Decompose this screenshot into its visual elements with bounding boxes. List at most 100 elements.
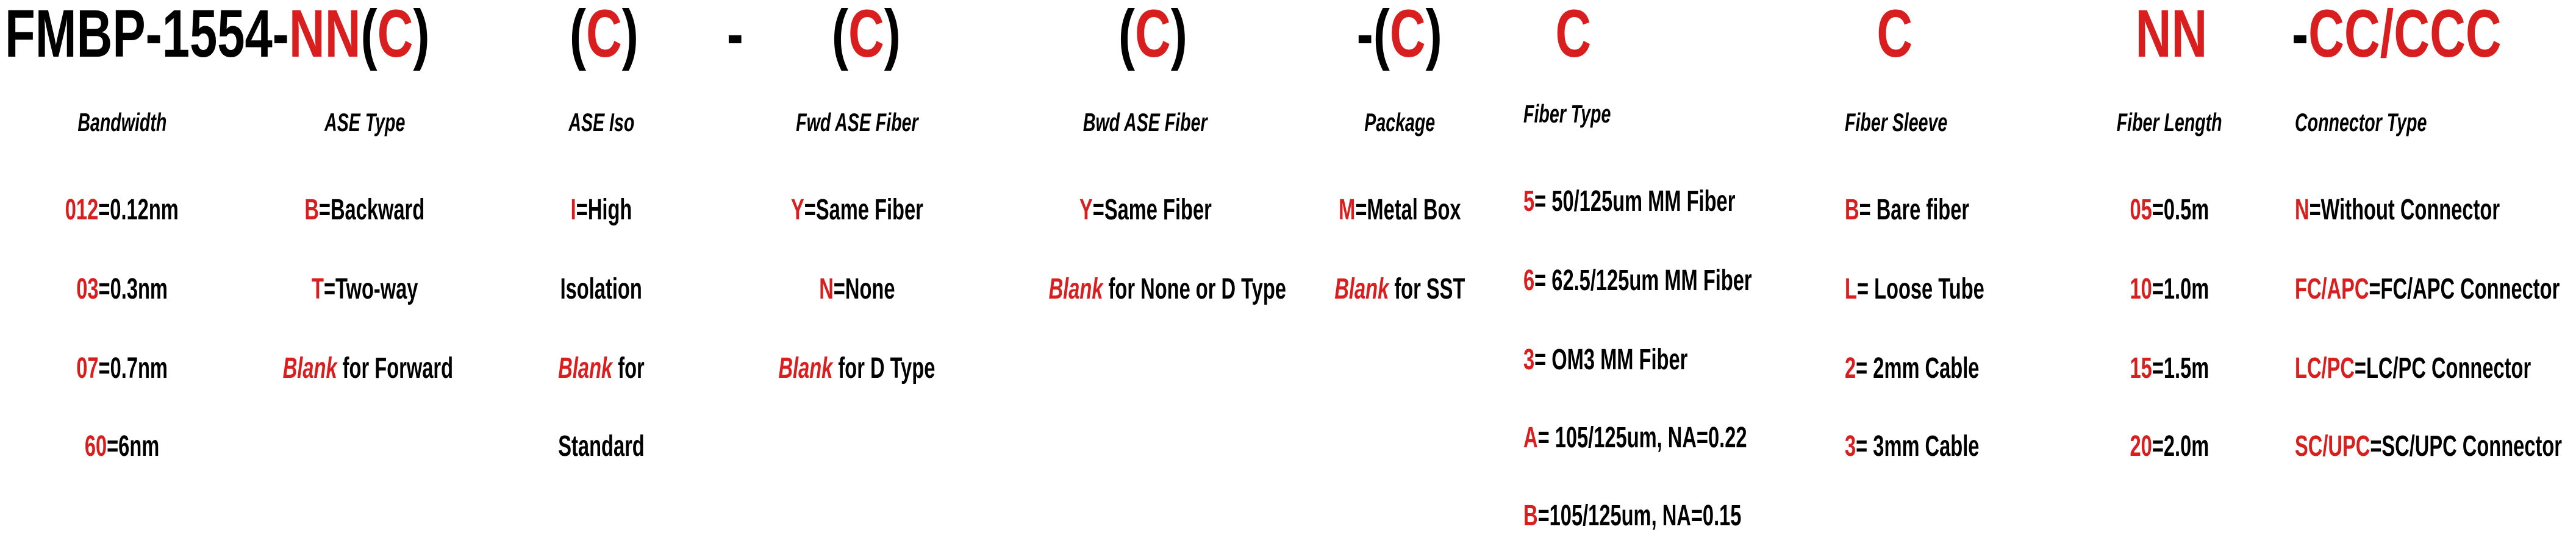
dash: - (2292, 0, 2309, 71)
item-desc: Isolation (560, 273, 643, 305)
item-code: N (818, 273, 834, 305)
part-number-code-c: C (1555, 0, 1592, 71)
part-number-paren: ( (831, 0, 848, 71)
list-item: SC/UPC=SC/UPC Connector (2295, 429, 2576, 464)
list-item: Blank for SST (1278, 272, 1522, 307)
item-code: 03 (76, 273, 99, 305)
item-desc: =0.3nm (98, 273, 168, 305)
item-code: I (570, 194, 576, 226)
item-desc: =Without Connector (2309, 194, 2500, 226)
list-item: A= 105/125um, NA=0.22 (1523, 420, 1865, 456)
item-code: B (1523, 500, 1538, 532)
list-item: M=Metal Box (1278, 193, 1522, 228)
item-desc: =Backward (319, 194, 425, 226)
item-code: 20 (2130, 430, 2152, 463)
item-code: 05 (2130, 194, 2152, 226)
list-item: 3= OM3 MM Fiber (1523, 342, 1865, 378)
list-item: 3= 3mm Cable (1845, 429, 2119, 464)
item-code: 07 (76, 352, 99, 385)
item-code: B (1845, 194, 1859, 226)
item-desc: =None (833, 273, 895, 305)
item-desc: = 3mm Cable (1856, 430, 1980, 463)
list-item: B= Bare fiber (1845, 193, 2119, 228)
item-code: Y (1079, 194, 1093, 226)
item-desc: =0.12nm (98, 194, 179, 226)
column-header: ASE Type (324, 108, 406, 136)
part-number-segment-fwd-ase: (C) (775, 1, 957, 68)
part-number-segment-connector: -CC/CCC (2292, 1, 2575, 68)
item-desc: = Loose Tube (1856, 273, 1984, 305)
list-item: 05=0.5m (2078, 193, 2261, 228)
part-number-paren: ( (1118, 0, 1135, 71)
item-desc: =6nm (107, 430, 160, 463)
column-fiber-length: Fiber Length 05=0.5m 10=1.0m 15=1.5m 20=… (2078, 0, 2261, 546)
item-desc: =1.5m (2152, 352, 2209, 385)
part-number-code-nn: NN (2135, 0, 2207, 71)
list-item: 10=1.0m (2078, 272, 2261, 307)
part-number-segment-package: -(C) (1308, 1, 1491, 68)
item-desc: for (612, 352, 645, 385)
item-code-blank: Blank (1048, 273, 1103, 305)
part-number-paren: ( (569, 0, 586, 71)
item-desc: =0.5m (2152, 194, 2209, 226)
column-header: Fiber Sleeve (1845, 108, 1948, 136)
part-number-paren: ) (413, 0, 430, 71)
list-item: Y=Same Fiber (993, 193, 1298, 228)
list-item: 60=6nm (0, 429, 244, 464)
column-bandwidth: Bandwidth 012=0.12nm 03=0.3nm 07=0.7nm 6… (0, 0, 244, 546)
item-desc: for None or D Type (1103, 273, 1286, 305)
list-item: 20=2.0m (2078, 429, 2261, 464)
column-header: Fiber Type (1523, 99, 1611, 128)
list-item: Standard (479, 429, 723, 464)
item-desc: =Two-way (323, 273, 418, 305)
part-number-code-cc-ccc: CC/CCC (2308, 0, 2502, 71)
list-item: Isolation (479, 272, 723, 307)
column-ase-type: ASE Type B=Backward T=Two-way Blank for … (243, 0, 487, 546)
part-number-separator-dash: - (689, 1, 781, 68)
part-number-paren: ) (884, 0, 901, 71)
item-desc: = OM3 MM Fiber (1534, 344, 1688, 376)
item-code: 3 (1523, 344, 1535, 376)
item-desc: =0.7nm (98, 352, 168, 385)
list-item: L= Loose Tube (1845, 272, 2119, 307)
item-desc: =1.0m (2152, 273, 2209, 305)
part-number-paren: ) (1425, 0, 1443, 71)
column-header: ASE Iso (568, 108, 634, 136)
list-item: 2= 2mm Cable (1845, 351, 2119, 386)
item-desc: =Same Fiber (804, 194, 923, 226)
item-code: 60 (84, 430, 107, 463)
part-number-code-c: C (848, 0, 884, 71)
list-item: Blank for None or D Type (993, 272, 1298, 307)
item-desc: Standard (558, 430, 645, 463)
item-desc: =High (576, 194, 632, 226)
item-code-blank: Blank (1334, 273, 1389, 305)
item-desc: for SST (1388, 273, 1465, 305)
list-item: 6= 62.5/125um MM Fiber (1523, 263, 1865, 299)
part-number-segment-ase-iso: (C) (512, 1, 695, 68)
column-header: Fwd ASE Fiber (795, 108, 918, 136)
part-number-paren: ) (621, 0, 639, 71)
part-number-model-segment: FMBP-1554-NN(C) (5, 1, 579, 68)
part-number-segment-bwd-ase: (C) (1061, 1, 1244, 68)
part-number-segment-fiber-type: C (1482, 1, 1665, 68)
part-number-text: FMBP-1554- (5, 0, 289, 71)
item-code: 012 (65, 194, 99, 226)
item-code-blank: Blank (778, 352, 833, 385)
item-code: B (304, 194, 320, 226)
column-fiber-type: Fiber Type 5= 50/125um MM Fiber 6= 62.5/… (1523, 0, 1865, 537)
item-code-blank: Blank (558, 352, 613, 385)
list-item: LC/PC=LC/PC Connector (2295, 351, 2576, 386)
list-item: B=105/125um, NA=0.15 (1523, 498, 1865, 534)
item-code-blank: Blank (282, 352, 337, 385)
list-item: FC/APC=FC/APC Connector (2295, 272, 2576, 307)
item-desc: for D Type (832, 352, 936, 385)
column-header: Package (1364, 108, 1435, 136)
item-code: 15 (2130, 352, 2152, 385)
list-item: 012=0.12nm (0, 193, 244, 228)
column-fwd-ase-fiber: Fwd ASE Fiber Y=Same Fiber N=None Blank … (720, 0, 994, 546)
part-number-segment-fiber-sleeve: C (1803, 1, 1986, 68)
item-desc: =2.0m (2152, 430, 2209, 463)
item-code: LC/PC (2295, 352, 2355, 385)
list-item: N=None (720, 272, 994, 307)
